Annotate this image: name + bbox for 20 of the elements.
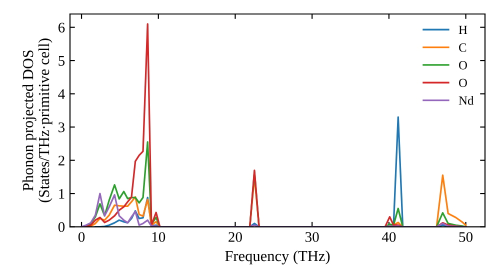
y-tick-label: 0: [58, 222, 65, 232]
y-tick-label: 1: [59, 188, 64, 199]
y-tick-label: 3: [58, 122, 65, 132]
x-axis-title: Frequency (THz): [225, 250, 330, 264]
y-tick-label: 2: [58, 156, 64, 166]
x-tick-label: 20: [228, 232, 242, 242]
legend-label: C: [458, 43, 466, 52]
x-tick-label: 0: [78, 232, 85, 242]
x-tick-label: 50: [459, 232, 473, 242]
x-tick-label: 30: [305, 232, 319, 242]
x-tick-label: 10: [152, 232, 166, 242]
y-tick-label: 5: [58, 56, 65, 66]
legend-label: Nd: [458, 96, 474, 105]
y-tick-label: 6: [58, 22, 65, 33]
x-tick-label: 40: [382, 232, 396, 242]
legend-label: O: [458, 78, 467, 88]
y-axis-title: Phonon projected DOS (States/THz·primitive cell): [22, 38, 52, 202]
legend-label: H: [458, 26, 468, 34]
legend-label: O: [458, 61, 467, 70]
y-tick-label: 4: [58, 89, 65, 99]
